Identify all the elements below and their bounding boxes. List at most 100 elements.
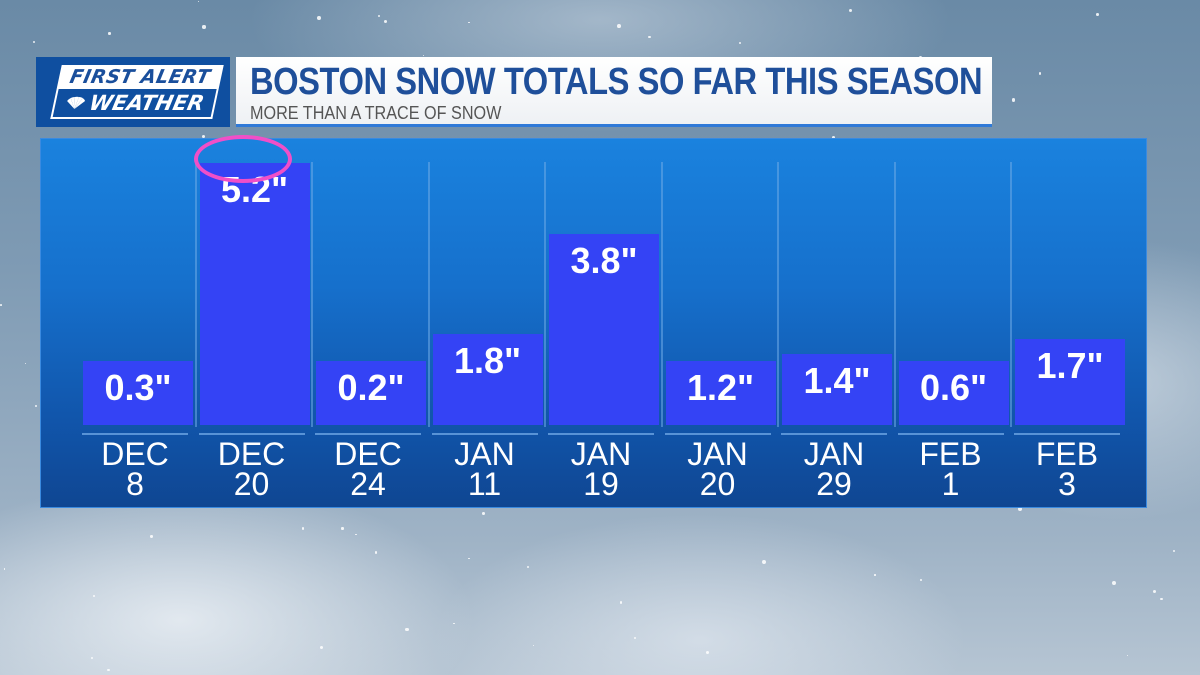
bar-column-dec-20: 5.2" DEC 20 [194,139,310,509]
snowflake [831,135,835,140]
bar-value-label: 0.2" [337,367,405,408]
baseline [548,433,654,435]
label-day: 29 [816,466,852,502]
x-axis-label: JAN 19 [543,436,659,502]
snowflake [874,574,876,576]
snowflake [1126,654,1129,656]
column-separator [660,162,663,427]
highlight-circle [194,135,292,183]
label-day: 24 [350,466,386,502]
snowflake [1038,72,1042,75]
label-day: 19 [583,466,619,502]
snowflake [1172,549,1175,552]
bar-column-dec-24: 0.2" DEC 24 [310,139,426,509]
snowflake [848,9,852,13]
bar: 0.3" [83,361,193,425]
snowflake [1096,12,1100,16]
x-axis-label: DEC 8 [77,436,193,502]
label-month: DEC [217,436,286,472]
baseline [781,433,887,435]
snowflake [90,656,93,659]
snowflake [35,405,38,408]
bar-value-label: 1.7" [1036,345,1104,387]
label-day: 20 [233,466,270,502]
x-axis-label: JAN 29 [776,436,892,502]
bar-column-dec-8: 0.3" DEC 8 [77,139,193,509]
label-day: 8 [126,466,144,502]
bar-value-label: 1.4" [803,360,871,402]
x-axis-label: JAN 20 [660,436,776,502]
snowflake [33,40,35,43]
snowflake [619,601,623,604]
label-month: FEB [919,436,982,472]
label-month: DEC [101,436,169,472]
label-month: JAN [454,436,515,472]
column-separator [311,162,313,427]
chart-subtitle: MORE THAN A TRACE OF SNOW [250,103,502,123]
label-month: JAN [687,436,748,472]
snowflake [405,627,409,632]
column-separator [544,162,546,427]
snowflake [526,565,530,569]
label-month: FEB [1035,436,1099,472]
label-month: JAN [570,436,632,472]
bar-column-jan-11: 1.8" JAN 11 [427,139,543,509]
snowflake [738,42,741,45]
snowflake [453,622,455,625]
snowflake [1160,598,1163,601]
bar-value-label: 0.3" [104,367,172,408]
label-day: 20 [699,466,736,502]
chart-panel: 0.3" DEC 8 5.2" DEC 20 0.2" DEC 24 1.8" JAN 11 3.8" J… [40,138,1147,508]
label-day: 1 [941,466,960,502]
bar-value-label: 1.8" [453,340,522,382]
snowflake [92,594,95,597]
baseline [1014,433,1120,435]
baseline [897,433,1004,435]
snowflake [533,645,535,647]
snowflake [150,535,153,538]
x-axis-label: DEC 20 [194,436,310,502]
snowflake [374,551,378,554]
snowflake [383,19,388,23]
baseline [315,433,421,435]
label-day: 3 [1058,466,1076,502]
logo-line1: FIRST ALERT [67,66,213,88]
bar: 0.2" [316,361,426,425]
bar-value-label: 0.6" [919,367,988,408]
snowflake [355,533,357,536]
snowflake [919,579,922,582]
bar: 3.8" [549,233,659,425]
bar: 1.4" [782,354,892,425]
first-alert-weather-logo: FIRST ALERT WEATHER [36,57,230,127]
baseline [431,433,538,435]
snowflake [301,527,304,530]
snowflake [25,362,27,364]
bar-column-feb-1: 0.6" FEB 1 [893,139,1009,509]
snowflake [468,557,470,559]
nbc-peacock-icon [66,96,85,109]
snowflake [202,135,206,139]
x-axis-label: JAN 11 [427,436,543,502]
bar: 1.2" [665,361,776,425]
snowflake [633,636,637,640]
snowflake [423,55,425,57]
bar-value-label: 3.8" [570,239,638,281]
x-axis-label: FEB 3 [1009,436,1125,502]
label-day: 11 [467,466,502,502]
bar: 1.7" [1015,339,1125,425]
bar-column-jan-29: 1.4" JAN 29 [776,139,892,509]
baseline [198,433,305,435]
snowflake [341,527,344,530]
bar: 5.2" [199,163,310,425]
logo-line2: WEATHER [87,91,207,115]
title-banner: BOSTON SNOW TOTALS SO FAR THIS SEASON MO… [236,57,992,127]
snowflake [468,21,470,24]
column-separator [194,162,197,427]
snowflake [3,568,6,570]
label-month: JAN [803,436,865,472]
bar-column-jan-19: 3.8" JAN 19 [543,139,659,509]
snowflake [1152,590,1156,594]
snowflake [1011,98,1016,102]
column-separator [427,162,430,427]
baseline [664,433,771,435]
